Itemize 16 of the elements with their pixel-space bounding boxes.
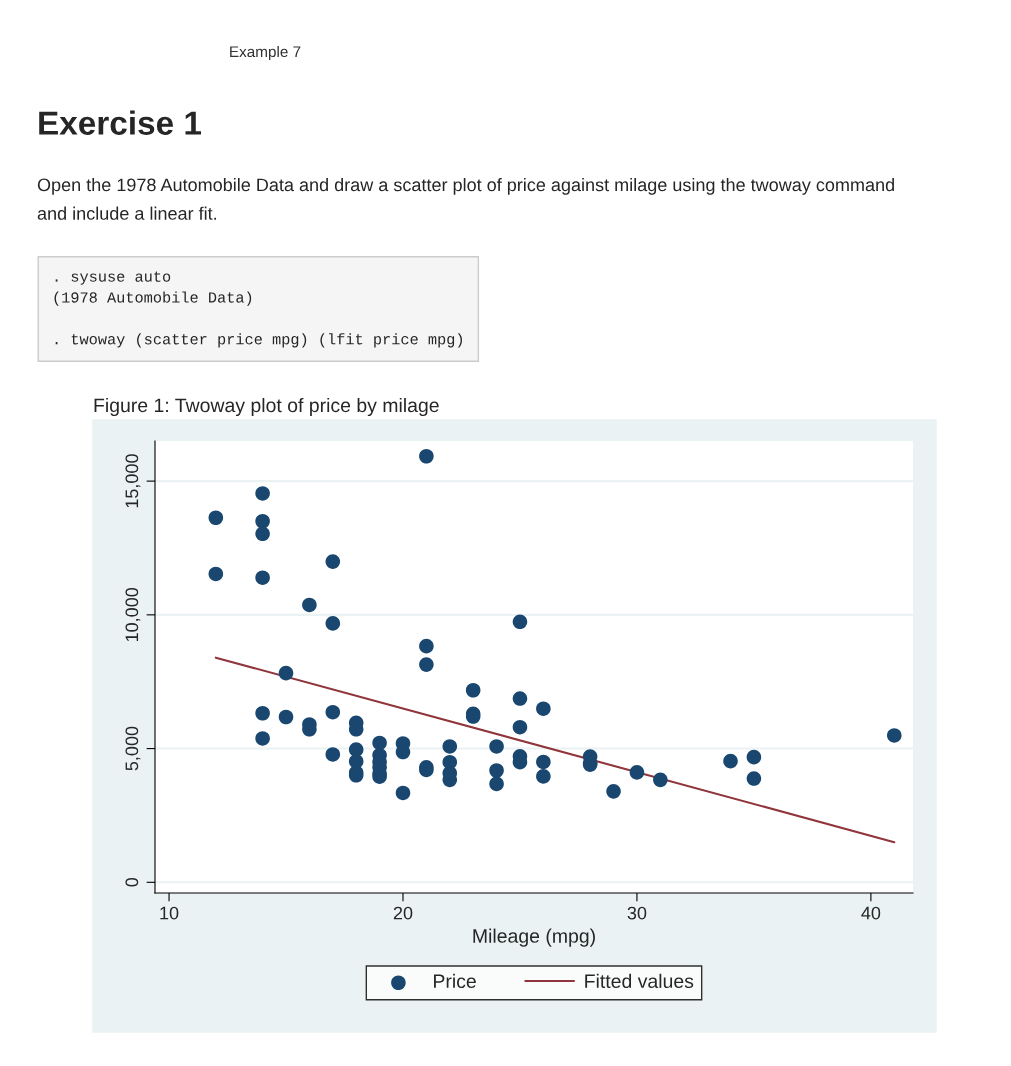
text: Example 7 [230, 45, 301, 61]
x-tick-label: 40 [861, 906, 881, 920]
x-tick-label: 30 [627, 906, 647, 920]
text: . sysuse auto (1978 Automobile Data) . twoway (scatter price mpg) (lfit price mpg) [54, 271, 462, 348]
x-tick-label: 20 [393, 906, 413, 920]
legend-label: Fitted values [585, 973, 694, 989]
text: Exercise 1 [39, 110, 202, 135]
text: Open the 1978 Automobile Data and draw a scatter plot of price against milage using the twoway command and include a linear fit. [37, 178, 894, 220]
chart-title: Figure 1: Twoway plot of price by milage [94, 397, 439, 417]
y-tick-label: 0 [125, 877, 139, 887]
y-tick-label: 10,000 [125, 587, 141, 642]
y-tick-label: 15,000 [125, 454, 141, 508]
x-tick-label: 10 [160, 906, 179, 920]
y-tick-label: 5,000 [125, 726, 141, 771]
legend-label: Price [434, 973, 476, 989]
x-axis-title: Mileage (mpg) [473, 928, 595, 947]
